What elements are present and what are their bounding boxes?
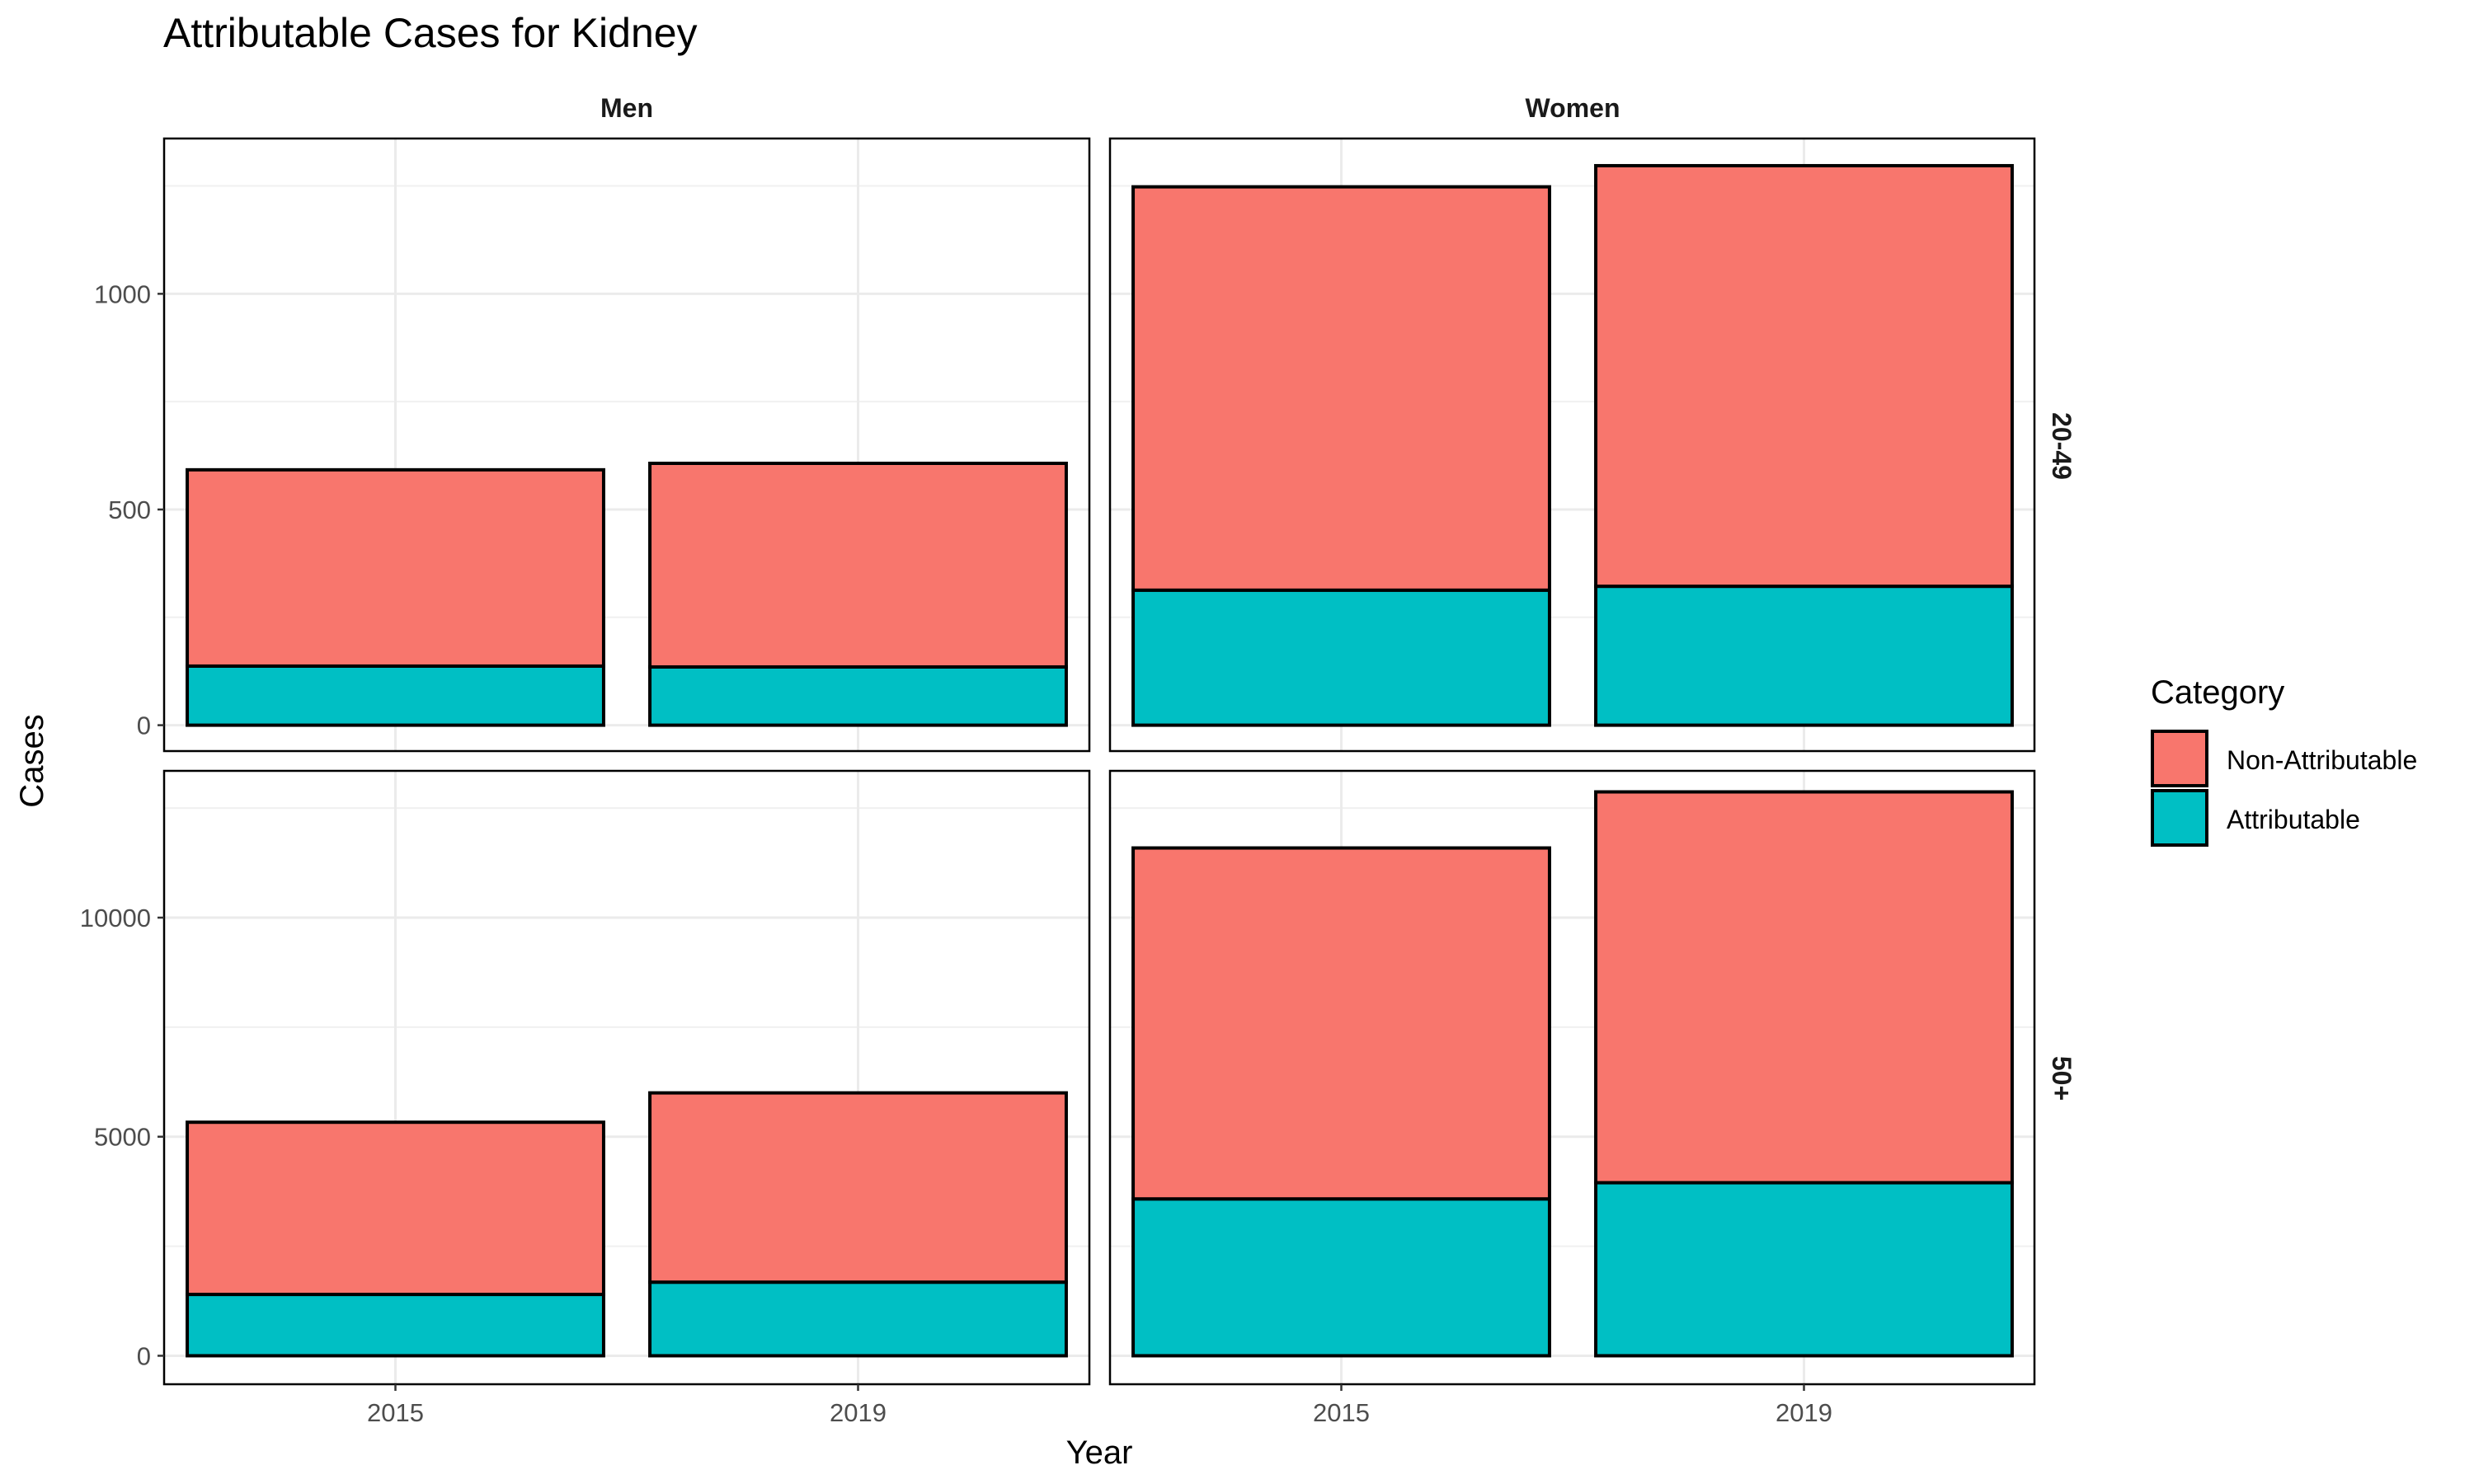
legend-swatch-attributable <box>2151 789 2208 847</box>
facet-column-label-men: Men <box>600 93 653 123</box>
y-tick-label: 5000 <box>94 1123 151 1152</box>
y-tick-label: 10000 <box>80 904 151 932</box>
x-tick-label: 2015 <box>367 1398 424 1427</box>
y-tick-label: 0 <box>137 711 151 740</box>
bar-attributable-2015 <box>186 1293 605 1358</box>
bar-attributable-2015 <box>1131 588 1551 727</box>
bar-non-attributable-2015 <box>186 467 605 668</box>
bar-attributable-2015 <box>186 664 605 727</box>
x-axis-label: Year <box>1066 1435 1133 1471</box>
legend-label-non-attributable: Non-Attributable <box>2227 745 2417 775</box>
legend-label-attributable: Attributable <box>2227 805 2360 834</box>
y-axis-label: Cases <box>14 714 50 807</box>
bar-non-attributable-2019 <box>648 461 1068 669</box>
bar-non-attributable-2015 <box>186 1120 605 1297</box>
bar-attributable-2019 <box>1594 585 2014 727</box>
x-tick-label: 2015 <box>1313 1398 1370 1427</box>
panel-women-50: 2015 2019 <box>1108 769 2036 1427</box>
panel-border <box>1108 769 2036 1386</box>
bar-non-attributable-2019 <box>1594 790 2014 1185</box>
panel-border <box>162 769 1091 1386</box>
bar-attributable-2019 <box>648 1280 1068 1358</box>
facet-row-label-20-49: 20-49 <box>2047 412 2077 480</box>
y-tick-label: 0 <box>137 1341 151 1370</box>
panel-border <box>1108 137 2036 753</box>
y-tick-label: 1000 <box>94 279 151 308</box>
panel-women-20-49 <box>1108 137 2036 753</box>
bar-non-attributable-2019 <box>1594 163 2014 589</box>
x-tick-label: 2019 <box>1776 1398 1832 1427</box>
chart-title: Attributable Cases for Kidney <box>163 10 698 56</box>
panel-men-50: 0 5000 10000 2015 2019 <box>80 769 1091 1427</box>
legend-title: Category <box>2151 674 2284 711</box>
facet-row-label-50plus: 50+ <box>2047 1056 2077 1101</box>
legend: Category Non-Attributable Attributable <box>2151 674 2417 847</box>
bar-non-attributable-2019 <box>648 1091 1068 1284</box>
facet-column-label-women: Women <box>1526 93 1620 123</box>
bar-attributable-2015 <box>1131 1197 1551 1358</box>
bar-attributable-2019 <box>1594 1181 2014 1358</box>
y-tick-label: 500 <box>108 495 151 524</box>
panel-border <box>162 137 1091 753</box>
legend-swatch-non-attributable <box>2151 730 2208 787</box>
bar-non-attributable-2015 <box>1131 846 1551 1201</box>
panel-men-20-49: 0 500 1000 <box>94 137 1091 753</box>
bar-attributable-2019 <box>648 665 1068 727</box>
x-tick-label: 2019 <box>830 1398 887 1427</box>
bar-non-attributable-2015 <box>1131 185 1551 592</box>
